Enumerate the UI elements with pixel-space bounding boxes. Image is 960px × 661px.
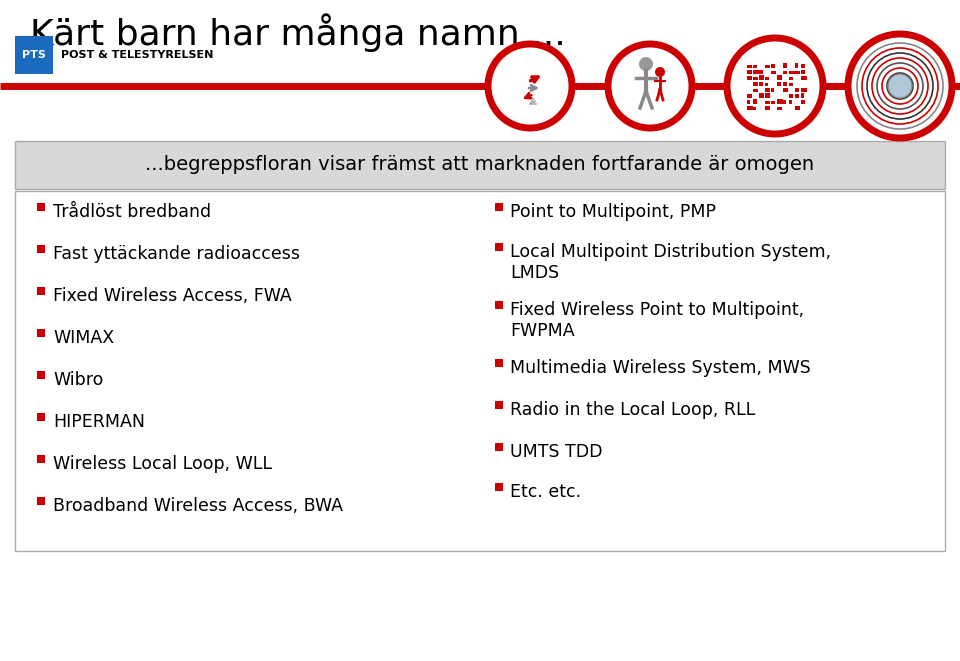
Bar bbox=[759, 71, 763, 74]
Bar bbox=[765, 101, 770, 104]
Bar bbox=[495, 359, 503, 367]
Text: Trådlöst bredband: Trådlöst bredband bbox=[53, 203, 211, 221]
Bar bbox=[37, 287, 45, 295]
Ellipse shape bbox=[848, 34, 952, 138]
Bar bbox=[801, 93, 804, 98]
Bar bbox=[759, 75, 763, 80]
Bar bbox=[753, 65, 757, 68]
Bar bbox=[753, 89, 758, 92]
Bar bbox=[37, 497, 45, 505]
Bar bbox=[795, 87, 799, 92]
Bar bbox=[795, 71, 801, 74]
Bar bbox=[801, 77, 806, 80]
Circle shape bbox=[888, 74, 912, 98]
Bar bbox=[37, 329, 45, 337]
Bar bbox=[789, 100, 792, 104]
Bar bbox=[753, 77, 758, 80]
Text: ...begreppsfloran visar främst att marknaden fortfarande är omogen: ...begreppsfloran visar främst att markn… bbox=[145, 155, 815, 175]
Bar bbox=[783, 63, 787, 68]
Bar bbox=[771, 63, 775, 68]
Bar bbox=[747, 100, 751, 104]
Bar bbox=[759, 93, 764, 98]
Text: Fast yttäckande radioaccess: Fast yttäckande radioaccess bbox=[53, 245, 300, 263]
Text: PTS: PTS bbox=[22, 50, 46, 60]
Text: POST & TELESTYRELSEN: POST & TELESTYRELSEN bbox=[61, 50, 213, 60]
Bar bbox=[783, 100, 786, 104]
Bar bbox=[495, 243, 503, 251]
Bar bbox=[801, 63, 804, 68]
Bar bbox=[777, 99, 783, 104]
Bar bbox=[747, 70, 752, 74]
Text: Fixed Wireless Point to Multipoint,
FWPMA: Fixed Wireless Point to Multipoint, FWPM… bbox=[510, 301, 804, 340]
Bar bbox=[801, 69, 805, 74]
Bar bbox=[795, 106, 800, 110]
Bar bbox=[765, 87, 770, 92]
Bar bbox=[495, 401, 503, 409]
Bar bbox=[789, 71, 795, 74]
Bar bbox=[765, 83, 768, 86]
Text: Kärt barn har många namn....: Kärt barn har många namn.... bbox=[30, 13, 565, 52]
Bar bbox=[777, 106, 782, 110]
Bar bbox=[801, 100, 804, 104]
Bar bbox=[37, 203, 45, 211]
Bar bbox=[777, 82, 780, 86]
Text: Etc. etc.: Etc. etc. bbox=[510, 483, 581, 501]
Bar bbox=[771, 89, 774, 92]
Bar bbox=[37, 413, 45, 421]
Ellipse shape bbox=[608, 44, 692, 128]
Bar bbox=[495, 483, 503, 491]
Bar bbox=[777, 75, 782, 80]
Ellipse shape bbox=[727, 38, 823, 134]
Bar bbox=[771, 71, 776, 74]
Text: Local Multipoint Distribution System,
LMDS: Local Multipoint Distribution System, LM… bbox=[510, 243, 831, 282]
Bar bbox=[753, 71, 759, 74]
Bar bbox=[765, 93, 770, 98]
Bar bbox=[801, 88, 806, 92]
Bar bbox=[37, 371, 45, 379]
Bar bbox=[495, 203, 503, 211]
Bar bbox=[783, 82, 787, 86]
Text: UMTS TDD: UMTS TDD bbox=[510, 443, 603, 461]
Bar bbox=[495, 443, 503, 451]
Bar bbox=[753, 99, 757, 104]
Text: Radio in the Local Loop, RLL: Radio in the Local Loop, RLL bbox=[510, 401, 756, 419]
Text: Fixed Wireless Access, FWA: Fixed Wireless Access, FWA bbox=[53, 287, 292, 305]
Bar bbox=[783, 89, 788, 92]
Bar bbox=[15, 191, 945, 551]
Bar bbox=[15, 141, 945, 189]
Bar bbox=[789, 95, 793, 98]
Bar bbox=[789, 83, 793, 86]
Text: Multimedia Wireless System, MWS: Multimedia Wireless System, MWS bbox=[510, 359, 811, 377]
Bar bbox=[747, 76, 753, 80]
Bar bbox=[753, 82, 758, 86]
Bar bbox=[783, 71, 786, 74]
Text: HIPERMAN: HIPERMAN bbox=[53, 413, 145, 431]
Text: Wireless Local Loop, WLL: Wireless Local Loop, WLL bbox=[53, 455, 272, 473]
Text: Broadband Wireless Access, BWA: Broadband Wireless Access, BWA bbox=[53, 497, 343, 515]
Bar bbox=[795, 63, 799, 68]
Circle shape bbox=[655, 67, 665, 77]
Bar bbox=[789, 77, 793, 80]
Bar bbox=[759, 82, 763, 86]
Bar bbox=[747, 94, 752, 98]
Bar bbox=[771, 101, 775, 104]
Ellipse shape bbox=[488, 44, 572, 128]
Bar bbox=[37, 245, 45, 253]
Text: Point to Multipoint, PMP: Point to Multipoint, PMP bbox=[510, 203, 716, 221]
Bar bbox=[765, 65, 770, 68]
Bar bbox=[795, 95, 799, 98]
Circle shape bbox=[639, 57, 653, 71]
Bar bbox=[37, 455, 45, 463]
Bar bbox=[495, 301, 503, 309]
Bar bbox=[753, 106, 756, 110]
Bar bbox=[747, 106, 753, 110]
Text: Wibro: Wibro bbox=[53, 371, 104, 389]
Bar bbox=[15, 36, 53, 74]
Text: WIMAX: WIMAX bbox=[53, 329, 114, 347]
Bar bbox=[765, 77, 769, 80]
Bar bbox=[747, 65, 752, 68]
Bar bbox=[765, 106, 770, 110]
